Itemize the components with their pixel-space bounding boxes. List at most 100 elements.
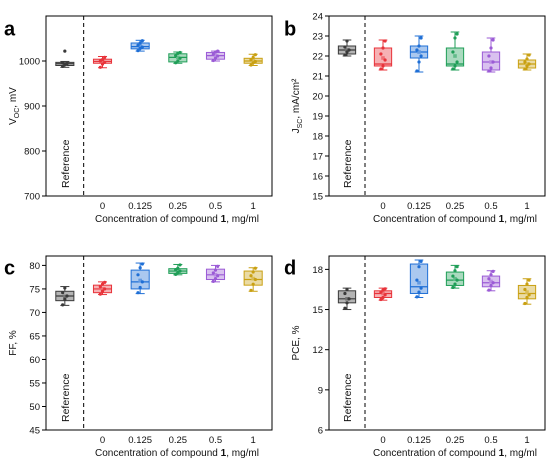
data-point: [249, 274, 253, 278]
x-tick-label: 0: [380, 435, 385, 446]
data-point: [178, 56, 182, 60]
x-tick-label: 0.25: [446, 201, 465, 212]
data-point: [491, 281, 495, 285]
box-1: [243, 53, 263, 67]
y-tick-label: 16: [312, 172, 323, 183]
y-tick-label: 9: [318, 385, 323, 396]
data-point: [419, 54, 423, 58]
y-axis-label-3: PCE, %: [291, 325, 302, 360]
y-tick-label: 900: [24, 102, 40, 113]
x-tick-label: 0.125: [407, 201, 431, 212]
data-point: [491, 38, 495, 42]
box-mean: [213, 53, 218, 58]
data-point: [383, 287, 387, 291]
y-axis-label-2: FF, %: [8, 330, 19, 356]
box-0: [373, 287, 393, 302]
box-0.25: [168, 263, 188, 276]
x-tick-label: 0.125: [407, 435, 431, 446]
box-0: [373, 39, 393, 71]
reference-label: Reference: [60, 373, 72, 422]
data-point: [419, 286, 423, 290]
data-point: [211, 279, 215, 283]
data-point: [415, 69, 419, 73]
box-0: [92, 280, 113, 296]
data-point: [61, 303, 65, 307]
data-point: [136, 291, 140, 295]
data-point: [103, 280, 107, 284]
data-point: [253, 59, 257, 64]
y-tick-label: 70: [29, 308, 40, 319]
data-point: [249, 58, 253, 62]
box-0.125: [130, 262, 150, 295]
box-0.5: [481, 269, 501, 292]
data-point: [379, 52, 383, 56]
data-point: [527, 53, 531, 57]
box-mean: [453, 276, 457, 281]
data-point: [249, 288, 253, 292]
y-tick-label: 12: [312, 345, 323, 356]
data-point: [176, 266, 180, 270]
data-point: [63, 49, 67, 53]
y-tick-label: 15: [312, 192, 323, 203]
y-tick-label: 23: [312, 32, 323, 43]
data-point: [419, 259, 423, 263]
box-mean: [453, 54, 457, 58]
data-point: [417, 290, 421, 294]
box-mean: [417, 50, 421, 54]
box-mean: [100, 59, 105, 64]
y-tick-label: 800: [24, 147, 40, 158]
data-point: [174, 272, 178, 276]
data-point: [417, 44, 421, 48]
data-point: [211, 58, 215, 63]
data-point: [525, 64, 529, 68]
panel-letter-c: c: [4, 258, 15, 280]
data-point: [140, 39, 144, 43]
data-point: [451, 274, 455, 278]
y-tick-label: 18: [312, 265, 323, 276]
data-point: [523, 60, 527, 64]
box-0.5: [481, 37, 501, 73]
panel-d: d 6 9 12 15 18 PCE, % Reference 0 0.125 0.25 0.5 1 Co…: [284, 255, 546, 459]
y-tick-label: 55: [29, 378, 40, 389]
data-point: [63, 297, 67, 301]
data-point: [211, 271, 215, 275]
data-point: [249, 63, 253, 67]
data-point: [178, 263, 182, 267]
data-point: [523, 67, 527, 71]
box-0.125: [409, 35, 429, 73]
data-point: [451, 50, 455, 54]
data-point: [525, 282, 529, 286]
x-tick-label: 0: [100, 435, 105, 446]
box-Reference: [55, 286, 75, 307]
data-point: [381, 64, 385, 68]
y-tick-label: 1000: [19, 57, 40, 68]
panel-letter-b: b: [284, 19, 296, 41]
box-mean: [63, 294, 67, 299]
x-tick-label: 0.125: [128, 201, 152, 212]
data-point: [487, 54, 491, 58]
data-point: [103, 55, 107, 60]
data-point: [213, 276, 218, 281]
y-tick-label: 65: [29, 331, 40, 342]
data-point: [415, 295, 419, 299]
data-point: [174, 61, 178, 65]
box-mean: [345, 48, 349, 52]
data-point: [343, 291, 347, 296]
data-point: [100, 289, 105, 293]
data-point: [251, 282, 255, 286]
y-axis-label-1: JSC, mA/cm²: [291, 78, 304, 133]
box-mean: [417, 280, 421, 285]
data-point: [216, 274, 220, 278]
reference-label: Reference: [342, 139, 354, 188]
y-tick-label: 75: [29, 284, 40, 295]
panel-c: c 45 50 55 60 65 70 75 80 FF, % Reference 0 0.125 0.2…: [4, 255, 273, 459]
data-point: [453, 64, 457, 68]
x-tick-label: 0.5: [484, 435, 497, 446]
data-point: [491, 269, 495, 273]
data-point: [103, 60, 107, 64]
data-point: [417, 60, 421, 64]
data-point: [216, 49, 220, 53]
data-point: [489, 273, 493, 277]
data-point: [527, 278, 531, 282]
